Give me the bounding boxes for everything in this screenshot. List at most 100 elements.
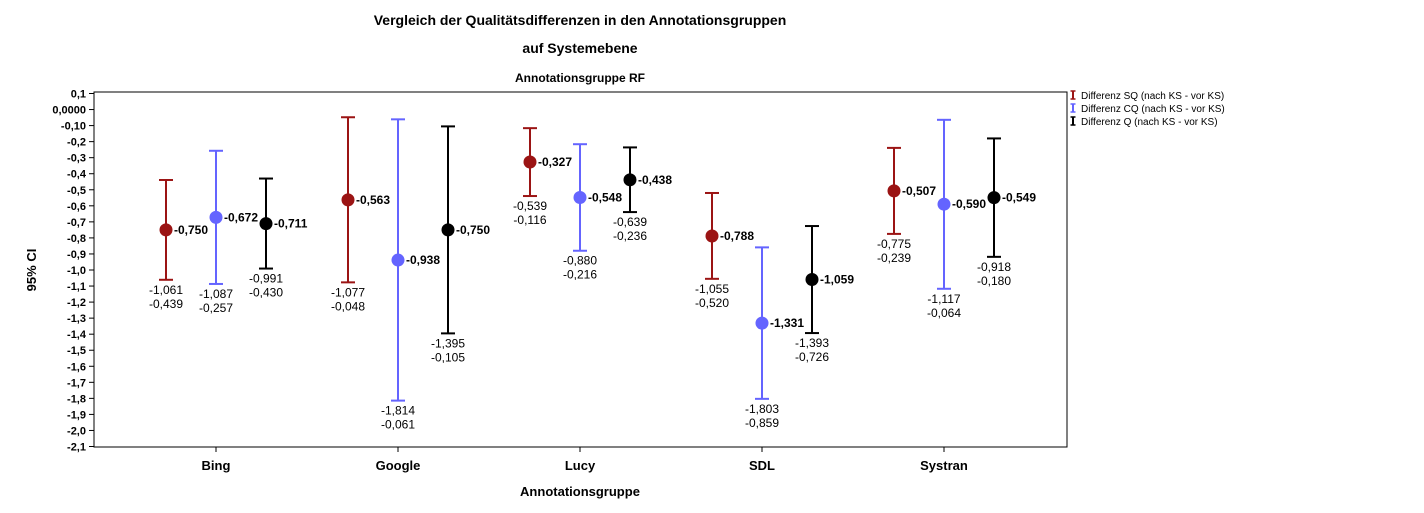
ci-upper-label: -0,180 [977,274,1011,288]
mean-label: -0,672 [224,210,258,224]
chart-subtitle: Annotationsgruppe RF [515,71,645,85]
y-tick-label: -2,1 [67,442,86,454]
ci-upper-label: -0,048 [331,299,365,313]
mean-point [805,272,819,286]
ci-lower-label: -1,803 [745,402,779,416]
x-tick-label: SDL [749,458,775,473]
mean-label: -0,590 [952,197,986,211]
ci-lower-label: -0,918 [977,260,1011,274]
y-tick-label: -1,9 [67,409,86,421]
legend: Differenz SQ (nach KS - vor KS) Differenz… [1070,90,1225,128]
y-tick-label: -0,6 [67,201,86,213]
mean-label: -0,507 [902,184,936,198]
ci-upper-label: -0,061 [381,418,415,432]
mean-label: -0,938 [406,253,440,267]
mean-label: -0,750 [174,223,208,237]
mean-label: -1,059 [820,272,854,286]
y-tick-label: -1,8 [67,393,86,405]
y-tick-label: -0,3 [67,153,86,165]
mean-point [341,193,355,207]
ci-upper-label: -0,859 [745,416,779,430]
y-tick-label: -0,8 [67,233,86,245]
ci-lower-label: -1,055 [695,282,729,296]
chart-title-line2: auf Systemebene [522,40,638,56]
ci-upper-label: -0,520 [695,296,729,310]
chart-marks: -0,750 -1,061-0,439 -0,563 -1,077-0,048 -0,3… [149,116,1036,432]
mean-point [937,197,951,211]
y-tick-label: -0,5 [67,185,86,197]
ci-upper-label: -0,064 [927,306,961,320]
mean-point [159,223,173,237]
ci-upper-label: -0,430 [249,286,283,300]
ci-lower-label: -0,880 [563,254,597,268]
x-tick-label: Bing [202,458,231,473]
mean-point [705,229,719,243]
mean-label: -0,549 [1002,191,1036,205]
chart-title: Vergleich der Qualitätsdifferenzen in de… [373,12,787,28]
mean-point [887,184,901,198]
mean-point [987,191,1001,205]
y-tick-label: 0,1 [71,89,86,101]
mean-point [441,223,455,237]
y-tick-label: -2,0 [67,425,86,437]
legend-label: Differenz Q (nach KS - vor KS) [1081,117,1218,128]
mean-label: -0,788 [720,229,754,243]
y-tick-label: -1,1 [67,281,86,293]
ci-upper-label: -0,116 [513,213,546,227]
legend-label: Differenz CQ (nach KS - vor KS) [1081,104,1225,115]
legend-label: Differenz SQ (nach KS - vor KS) [1081,91,1224,102]
ci-lower-label: -0,639 [613,215,647,229]
mean-label: -0,327 [538,155,572,169]
mean-point [259,217,273,231]
y-tick-label: -1,4 [67,329,87,341]
mean-point [755,316,769,330]
mean-label: -0,563 [356,193,390,207]
y-tick-label: -0,4 [67,169,87,181]
ci-upper-label: -0,257 [199,301,233,315]
ci-lower-label: -1,393 [795,336,829,350]
ci-lower-label: -1,814 [381,404,415,418]
ci-lower-label: -1,087 [199,287,233,301]
ci-lower-label: -0,539 [513,199,547,213]
y-tick-label: -0,2 [67,137,86,149]
ci-upper-label: -0,439 [149,297,183,311]
ci-lower-label: -1,077 [331,285,365,299]
mean-point [209,210,223,224]
mean-label: -0,548 [588,190,622,204]
ci-lower-label: -0,991 [249,272,283,286]
y-tick-label: -0,7 [67,217,86,229]
ci-upper-label: -0,236 [613,229,647,243]
y-tick-label: -1,3 [67,313,86,325]
y-tick-label: -1,7 [67,377,86,389]
x-tick-label: Systran [920,458,968,473]
y-tick-label: -0,9 [67,249,86,261]
ci-upper-label: -0,239 [877,251,911,265]
mean-label: -0,711 [274,217,308,231]
x-axis-label: Annotationsgruppe [520,484,640,499]
ci-lower-label: -1,061 [149,283,183,297]
y-tick-label: -1,2 [67,297,86,309]
mean-label: -1,331 [770,316,804,330]
ci-upper-label: -0,216 [563,268,597,282]
x-tick-label: Google [376,458,421,473]
mean-point [523,155,537,169]
mean-point [573,190,587,204]
ci-lower-label: -1,395 [431,336,465,350]
y-tick-label: -0,10 [61,121,86,133]
ci-lower-label: -1,117 [927,292,960,306]
y-axis-label: 95% CI [24,249,39,292]
y-tick-label: -1,6 [67,361,86,373]
mean-label: -0,438 [638,173,672,187]
y-axis: 0,1 0,0000 -0,10 -0,2 -0,3 -0,4 -0,5 -0,6 -0,7 -0… [52,89,94,454]
ci-upper-label: -0,726 [795,350,829,364]
mean-point [391,253,405,267]
x-axis: Bing Google Lucy SDL Systran [202,447,968,473]
y-tick-label: -1,0 [67,265,86,277]
mean-label: -0,750 [456,223,490,237]
ci-upper-label: -0,105 [431,350,465,364]
mean-point [623,173,637,187]
y-tick-label: -1,5 [67,345,86,357]
y-tick-label: 0,0000 [52,105,86,117]
x-tick-label: Lucy [565,458,596,473]
